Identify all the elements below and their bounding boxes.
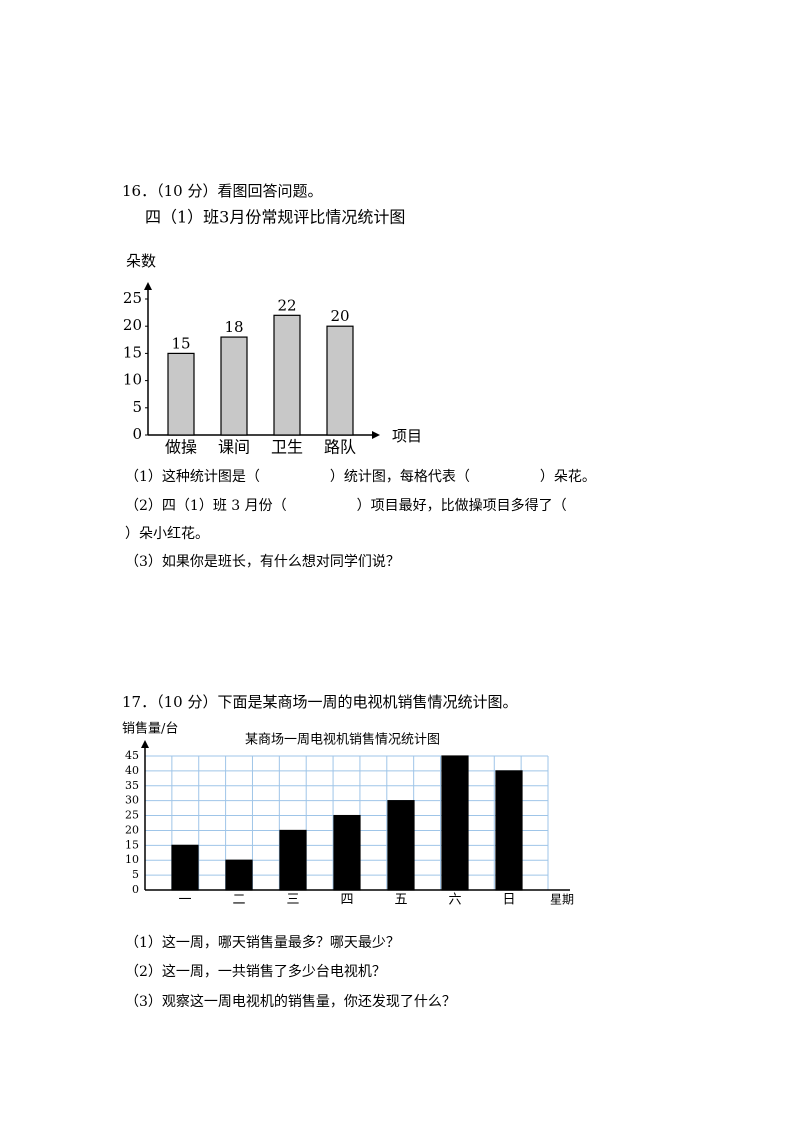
y-tick-label: 5: [132, 398, 142, 416]
y-axis-arrow: [141, 740, 149, 748]
bar: [326, 325, 354, 436]
chart-title: 四（1）班3月份常规评比情况统计图: [145, 208, 405, 227]
y-tick-label: 0: [132, 425, 142, 443]
bar: [387, 800, 415, 891]
bar: [171, 844, 199, 891]
y-axis-label: 朵数: [126, 252, 156, 270]
y-tick-label: 10: [125, 853, 139, 866]
value-label: 22: [277, 296, 296, 314]
x-tick-label: 一: [178, 893, 191, 908]
y-tick-label: 10: [123, 371, 142, 389]
question-item: ）朵小红花。: [125, 526, 209, 542]
bar: [279, 829, 307, 891]
value-label: 20: [330, 307, 349, 325]
value-label: 15: [171, 334, 190, 352]
y-tick-label: 20: [123, 316, 142, 334]
bar: [495, 770, 523, 891]
y-tick-label: 25: [125, 809, 139, 822]
x-tick-label: 五: [394, 893, 407, 908]
question-heading: 17．（10 分）下面是某商场一周的电视机销售情况统计图。: [122, 693, 517, 711]
x-tick-label: 二: [232, 893, 245, 908]
question-heading: 16．（10 分）看图回答问题。: [122, 182, 322, 200]
x-tick-label: 课间: [218, 438, 250, 457]
bar: [441, 755, 469, 891]
y-tick-label: 20: [125, 823, 139, 836]
bar: [273, 314, 301, 436]
question-item: （3）观察这一周电视机的销售量，你还发现了什么？: [125, 993, 456, 1010]
x-axis-label: 星期: [550, 893, 574, 907]
x-tick-label: 做操: [165, 438, 197, 457]
question-item: （1）这种统计图是（ ）统计图，每格代表（ ）朵花。: [125, 468, 596, 485]
x-tick-label: 四: [340, 893, 353, 908]
bar: [225, 859, 253, 891]
y-tick-label: 25: [123, 289, 142, 307]
question-item: （2）四（1）班 3 月份（ ）项目最好，比做操项目多得了（: [125, 497, 567, 514]
y-tick-label: 40: [125, 764, 139, 777]
y-tick-label: 15: [123, 343, 142, 361]
value-label: 18: [224, 318, 243, 336]
question-item: （3）如果你是班长，有什么想对同学们说？: [125, 554, 400, 570]
x-tick-label: 三: [286, 893, 299, 908]
x-tick-label: 日: [502, 893, 515, 908]
bar: [220, 336, 248, 436]
y-axis-label: 销售量/台: [122, 721, 178, 737]
y-tick-label: 5: [132, 868, 139, 881]
x-tick-label: 卫生: [271, 438, 303, 457]
y-tick-label: 15: [125, 838, 139, 851]
y-tick-label: 35: [125, 779, 139, 792]
chart-title: 某商场一周电视机销售情况统计图: [245, 732, 440, 748]
bar: [167, 352, 195, 436]
x-tick-label: 六: [448, 893, 461, 908]
question-item: （1）这一周，哪天销售量最多？哪天最少？: [125, 934, 400, 951]
x-tick-label: 路队: [324, 438, 356, 457]
y-tick-label: 0: [132, 883, 139, 896]
y-tick-label: 45: [125, 749, 139, 762]
y-tick-label: 30: [125, 794, 139, 807]
x-axis-arrow: [372, 431, 380, 439]
question-item: （2）这一周，一共销售了多少台电视机？: [125, 963, 386, 980]
x-axis-label: 项目: [392, 427, 422, 445]
bar: [333, 814, 361, 891]
y-axis-arrow: [144, 282, 152, 290]
